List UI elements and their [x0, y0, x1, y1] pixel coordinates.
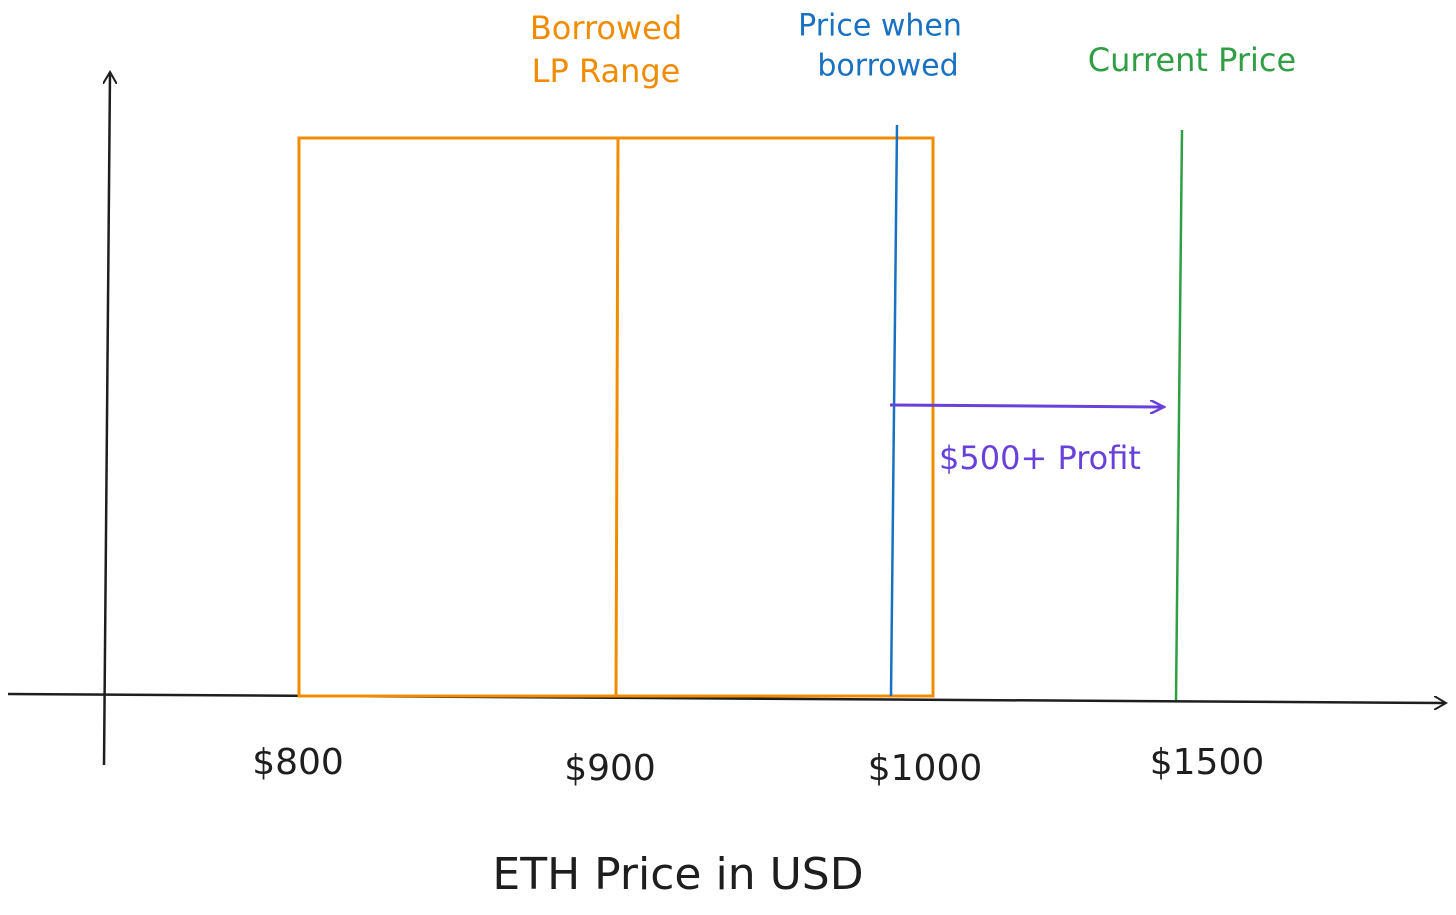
- borrowed-price-label: Price when: [798, 9, 962, 44]
- current-price-line: [1174, 129, 1184, 701]
- profit-arrow: [889, 405, 1164, 407]
- x-tick-label: $900: [564, 748, 656, 789]
- lp-range-label: LP Range: [532, 52, 681, 90]
- borrowed-price-label: borrowed: [817, 49, 958, 84]
- borrowed-price-line: [889, 124, 899, 697]
- x-tick-label: $1000: [868, 748, 983, 789]
- x-tick-label: $1500: [1150, 742, 1265, 783]
- x-axis-title: ETH Price in USD: [492, 849, 863, 900]
- y-axis: [102, 72, 110, 766]
- lp-range-label: Borrowed: [530, 9, 682, 47]
- lp-range-divider: [614, 137, 620, 697]
- current-price-label: Current Price: [1088, 41, 1296, 79]
- x-tick-label: $800: [252, 742, 344, 783]
- x-axis: [7, 692, 1446, 703]
- profit-label: $500+ Profit: [939, 439, 1141, 477]
